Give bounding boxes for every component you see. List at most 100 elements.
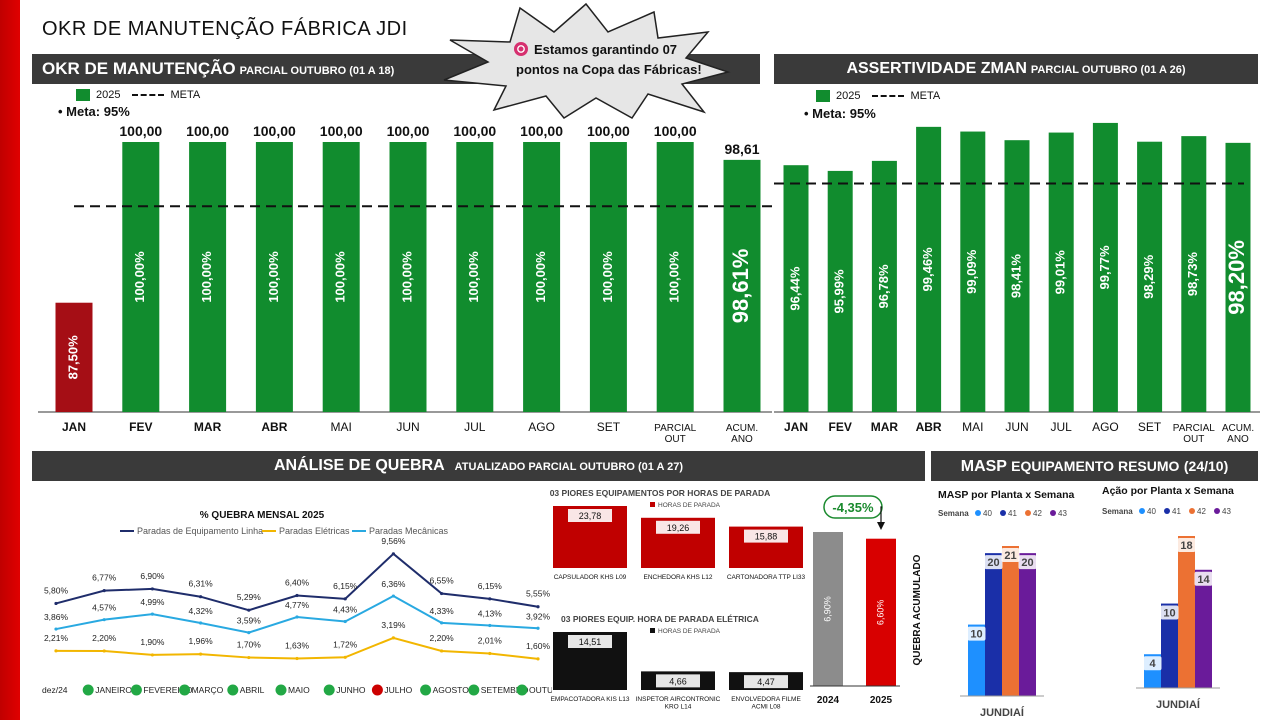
masp-legend-dot (1139, 508, 1145, 514)
month-label: ABRIL (240, 685, 265, 695)
masp-legend-label: 43 (1222, 507, 1231, 516)
masp-chart-title: MASP por Planta x Semana (938, 489, 1075, 501)
piores-category-label-line: ENVOLVEDORA FILME (731, 696, 801, 703)
line-point (150, 587, 154, 591)
line-point-label: 5,55% (526, 589, 551, 599)
x-tick-label: SET (597, 420, 621, 434)
x-tick-label-line: JAN (62, 420, 86, 434)
okr-legend-series: 2025 (96, 89, 121, 101)
line-point (440, 621, 444, 625)
piores-category-label: INSPETOR AIRCONTRONIC KRO L14 (636, 696, 721, 711)
piores-label-bg (656, 674, 700, 688)
line-point (150, 653, 154, 657)
bar-value-label: 100,00% (466, 251, 481, 303)
bar-abr (255, 142, 293, 412)
line-point-label: 5,80% (44, 585, 69, 595)
x-tick-label-line: ANO (731, 434, 753, 445)
masp-bar-week-40 (968, 624, 985, 696)
legend-series-label: Paradas Mecânicas (369, 526, 449, 536)
masp-legend-title: Semana (1102, 507, 1133, 516)
line-point (343, 597, 347, 601)
x-tick-label-line: SET (597, 420, 621, 434)
callout-burst: Estamos garantindo 07 pontos na Copa das… (443, 2, 731, 119)
bar-acumano (723, 159, 761, 412)
line-point (343, 655, 347, 659)
x-tick-label-line: PARCIAL (654, 423, 696, 434)
line-point-label: 1,90% (140, 637, 165, 647)
status-dot-green (275, 684, 287, 696)
masp-legend-dot (1164, 508, 1170, 514)
line-point-label: 4,99% (140, 597, 165, 607)
zman-subtitle: PARCIAL OUTUBRO (01 A 26) (1030, 64, 1186, 76)
status-dot-green (179, 684, 191, 696)
masp-legend-label: 40 (983, 509, 992, 518)
line-point-label: 6,40% (285, 578, 310, 588)
masp-title: MASP (960, 458, 1007, 475)
piores-title: 03 PIORES EQUIP. HORA DE PARADA ELÉTRICA (561, 614, 759, 624)
legend-series-label: Paradas de Equipamento Linha (137, 526, 263, 536)
line-point-label: 1,60% (526, 641, 551, 651)
x-tick-label: FEV (129, 420, 152, 434)
x-tick-label-line: MAR (194, 420, 222, 434)
month-label: JANEIRO (95, 685, 132, 695)
line-point-label: 3,92% (526, 611, 551, 621)
bar-value-label: 100,00% (199, 251, 214, 303)
line-point-label: 3,86% (44, 612, 69, 622)
acumulado-y-label: QUEBRA ACUMULADO (912, 554, 923, 665)
bar-jan (55, 302, 93, 412)
masp-period: (24/10) (1183, 458, 1229, 474)
line-point (391, 636, 395, 640)
piores-value-label: 19,26 (667, 523, 690, 533)
x-tick-label-line: FEV (829, 420, 852, 434)
x-tick-label-line: JAN (784, 420, 808, 434)
masp-planta-chart: MASP por Planta x Semana Semana 40 41 42 43 10… (938, 489, 1075, 718)
line-point (440, 591, 444, 596)
acumulado-year-label: 2024 (817, 695, 840, 706)
zman-legend-meta: META (910, 90, 941, 102)
line-point (102, 618, 106, 622)
line-point (488, 651, 492, 656)
x-tick-label: PARCIAL OUT (1173, 423, 1215, 445)
x-tick-label-line: ANO (1227, 434, 1249, 445)
okr-meta-text: Meta: 95% (66, 104, 130, 119)
bar-top-label: 100,00 (119, 123, 162, 139)
line-point-label: 1,70% (237, 640, 262, 650)
acumulado-value-label: 6,90% (822, 596, 832, 622)
masp-value-label: 20 (987, 557, 999, 569)
x-tick-label: JAN (62, 420, 86, 434)
masp-legend-dot (1189, 508, 1195, 514)
line-point-label: 6,36% (381, 579, 406, 589)
piores-category-label-line: EMPACOTADORA KIS L13 (551, 696, 630, 703)
masp-legend-label: 42 (1197, 507, 1206, 516)
line-point-label: 1,63% (285, 640, 310, 650)
bar-value-label: 95,99% (832, 269, 847, 314)
bar-value-label: 100,00% (533, 251, 548, 303)
masp-bar-week-43 (1195, 569, 1212, 688)
bar-value-label: 100,00% (399, 251, 414, 303)
masp-bar-week-41 (1161, 603, 1178, 688)
masp-label-bg (1001, 548, 1020, 562)
line-point (295, 615, 299, 619)
bar-jul (1048, 132, 1074, 412)
acao-planta-chart: Ação por Planta x Semana Semana 40 41 42 43 4 1… (1102, 485, 1234, 711)
masp-legend-dot (1214, 508, 1220, 514)
line-point-label: 2,20% (430, 633, 455, 643)
bar-value-label: 98,20% (1224, 240, 1249, 315)
bar-value-label: 87,50% (65, 335, 80, 380)
masp-legend-dot (1000, 510, 1006, 516)
legend-meta-dash (132, 94, 165, 96)
masp-legend-dot (1025, 510, 1031, 516)
masp-label-bg (967, 626, 986, 641)
line-point (199, 621, 203, 625)
line-chart-title: % QUEBRA MENSAL 2025 (200, 510, 325, 521)
line-point (102, 589, 106, 593)
x-tick-label: JUN (1005, 420, 1028, 434)
x-tick-label: JUL (1051, 420, 1073, 434)
quebra-mensal-line-chart: % QUEBRA MENSAL 2025 Paradas de Equipamen… (42, 510, 552, 696)
bar-value-label: 98,41% (1008, 254, 1023, 299)
okr-meta-note: • Meta: 95% (58, 104, 130, 119)
line-point-label: 6,15% (478, 581, 503, 591)
bar-set (589, 142, 627, 412)
bar-top-label: 100,00 (253, 123, 296, 139)
x-tick-label-line: ACUM. (726, 423, 758, 434)
